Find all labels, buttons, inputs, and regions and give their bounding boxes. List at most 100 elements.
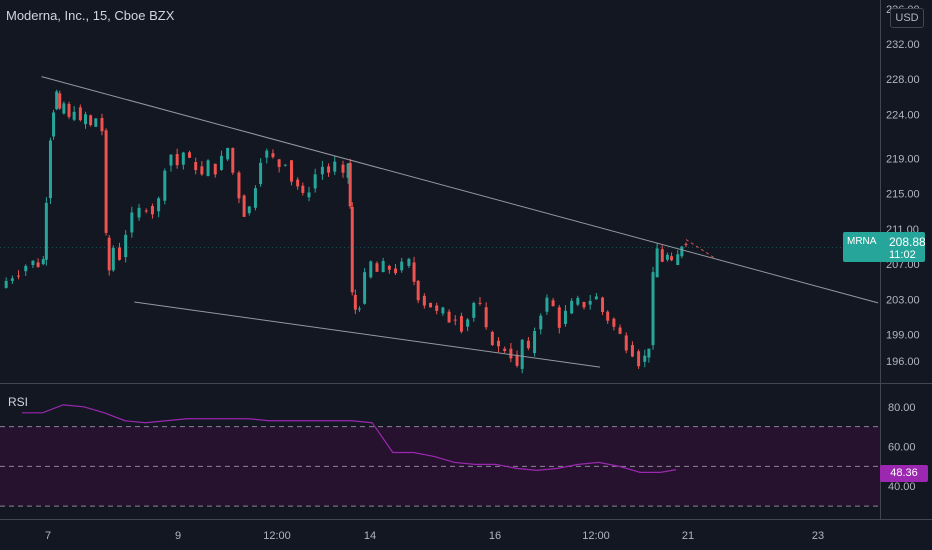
candle-body: [400, 261, 404, 271]
candle-body: [67, 103, 71, 117]
candle-body: [24, 265, 28, 272]
candle-body: [10, 278, 14, 281]
candle-body: [237, 172, 241, 199]
candle-body: [89, 115, 93, 126]
candle-body: [253, 188, 257, 208]
candle-body: [259, 162, 263, 185]
candle-body: [277, 159, 281, 168]
candle-body: [533, 331, 537, 354]
candle-body: [313, 174, 317, 189]
candle-body: [647, 348, 651, 358]
candle-body: [58, 93, 62, 109]
price-tick-label: 199.00: [886, 330, 920, 342]
candle-body: [651, 272, 655, 346]
candle-body: [181, 152, 185, 165]
candle-body: [150, 206, 154, 215]
candle-body: [41, 259, 45, 265]
candle-body: [601, 297, 605, 313]
candle-body: [188, 152, 192, 158]
price-tick-label: 219.00: [886, 153, 920, 165]
candle-body: [407, 258, 411, 266]
candle-body: [301, 185, 305, 193]
candle-body: [412, 262, 416, 282]
rsi-label: RSI: [8, 395, 29, 409]
candle-body: [369, 261, 373, 278]
candle-body: [206, 160, 210, 177]
candle-body: [72, 111, 76, 120]
candle-body: [341, 164, 345, 173]
candle-body: [643, 355, 647, 362]
candle-body: [107, 237, 111, 271]
candle-body: [31, 260, 35, 266]
time-tick-label: 9: [175, 530, 181, 542]
time-tick-label: 12:00: [582, 530, 610, 542]
candle-body: [570, 300, 574, 314]
candle-body: [194, 162, 198, 171]
projection-arrow: [685, 239, 717, 260]
candle-body: [588, 300, 592, 305]
candle-body: [247, 206, 251, 214]
time-tick-label: 23: [812, 530, 824, 542]
candle-body: [394, 268, 398, 274]
candle-body: [83, 114, 87, 125]
candle-body: [48, 140, 52, 199]
price-tick-label: 228.00: [886, 74, 920, 86]
candle-body: [429, 302, 433, 308]
chart-title: Moderna, Inc., 15, Cboe BZX: [6, 8, 175, 23]
time-tick-label: 14: [364, 530, 376, 542]
candle-body: [375, 263, 379, 272]
price-tick-label: 224.00: [886, 109, 920, 121]
candle-body: [327, 166, 331, 173]
candle-body: [381, 261, 385, 273]
candle-body: [144, 210, 148, 212]
candle-body: [117, 247, 121, 260]
candle-body: [484, 307, 488, 328]
trendlines: [0, 76, 880, 368]
candle-body: [350, 206, 354, 293]
candle-body: [163, 170, 167, 201]
candle-body: [618, 327, 622, 334]
candle-body: [36, 262, 40, 267]
price-tick-label: 232.00: [886, 39, 920, 51]
candle-body: [655, 248, 659, 278]
rsi-tick-label: 80.00: [888, 402, 916, 414]
candle-body: [459, 316, 463, 332]
candlestick-series: [4, 89, 688, 374]
candle-body: [219, 155, 223, 170]
time-tick-label: 21: [682, 530, 694, 542]
last-price-tag: MRNA 208.88 11:02: [843, 232, 926, 262]
candle-body: [231, 147, 235, 173]
currency-button[interactable]: USD: [890, 8, 924, 28]
candle-body: [283, 164, 287, 166]
candle-body: [557, 307, 561, 328]
candle-body: [4, 280, 8, 288]
candle-body: [606, 311, 610, 321]
candle-body: [307, 192, 311, 198]
candle-body: [157, 198, 161, 212]
candle-body: [466, 319, 470, 327]
candle-body: [226, 147, 230, 160]
candle-body: [137, 207, 141, 218]
candle-body: [169, 154, 173, 166]
price-tag-countdown: 11:02: [889, 249, 916, 261]
candle-body: [296, 179, 300, 187]
candle-body: [357, 308, 361, 310]
candle-body: [62, 103, 66, 114]
price-tag-value: 208.88: [889, 235, 926, 249]
trendline-upper: [41, 76, 879, 304]
candle-body: [271, 153, 275, 158]
time-tick-label: 12:00: [263, 530, 291, 542]
candle-body: [348, 162, 352, 207]
candle-body: [55, 91, 59, 110]
candle-body: [200, 166, 204, 175]
candle-body: [346, 163, 350, 178]
candle-body: [320, 166, 324, 175]
candle-body: [660, 249, 664, 262]
candle-body: [416, 280, 420, 301]
candle-body: [52, 112, 56, 137]
candle-body: [551, 300, 555, 307]
rsi-tick-label: 60.00: [888, 442, 916, 454]
candle-body: [333, 161, 337, 172]
candle-body: [363, 272, 367, 304]
